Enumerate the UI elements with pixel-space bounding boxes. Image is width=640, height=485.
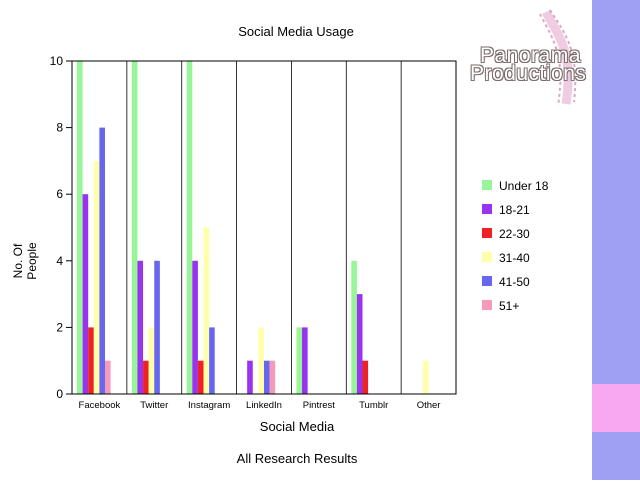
bar bbox=[186, 61, 193, 394]
x-tick-labels: Facebook Twitter Instagram LinkedIn Pintrest… bbox=[79, 400, 441, 411]
bar bbox=[269, 360, 276, 394]
side-bar-middle bbox=[592, 384, 640, 432]
grid-layer bbox=[126, 61, 402, 394]
bar bbox=[82, 194, 89, 394]
x-tick-label: Instagram bbox=[188, 400, 230, 411]
bar bbox=[302, 327, 308, 394]
bar bbox=[88, 327, 94, 394]
legend: Under 18 18-21 22-30 31-40 41-50 51+ bbox=[482, 179, 549, 313]
film-strip-icon bbox=[539, 9, 577, 107]
side-bar-top bbox=[592, 0, 640, 384]
plot-frame bbox=[71, 60, 457, 395]
bar bbox=[93, 160, 100, 394]
legend-swatch bbox=[482, 276, 492, 286]
bar bbox=[263, 360, 270, 394]
bar bbox=[154, 260, 160, 394]
bar bbox=[356, 294, 363, 394]
bar bbox=[422, 360, 429, 394]
legend-label: 31-40 bbox=[499, 251, 530, 265]
x-tick-label: Twitter bbox=[140, 400, 168, 411]
chart-title: Social Media Usage bbox=[238, 24, 354, 39]
x-tick-label: Facebook bbox=[79, 400, 121, 411]
y-tick-label: 10 bbox=[50, 54, 64, 68]
y-tick-label: 2 bbox=[56, 320, 63, 334]
bar bbox=[197, 360, 204, 394]
y-tick-label: 4 bbox=[56, 254, 63, 268]
bar bbox=[143, 360, 149, 394]
bar bbox=[209, 327, 215, 394]
x-tick-label: Other bbox=[417, 400, 441, 411]
x-tick-label: Tumblr bbox=[359, 400, 388, 411]
legend-swatch bbox=[482, 180, 492, 190]
chart-subtitle: All Research Results bbox=[237, 451, 358, 466]
logo-line-2: Productions bbox=[470, 62, 587, 85]
axes-layer bbox=[71, 60, 457, 395]
legend-swatch bbox=[482, 252, 492, 262]
legend-swatch bbox=[482, 204, 492, 214]
bar bbox=[362, 360, 369, 394]
bar bbox=[258, 327, 264, 394]
legend-label: 51+ bbox=[499, 299, 519, 313]
y-tick-labels: 0 2 4 6 8 10 bbox=[50, 54, 72, 401]
legend-label: 18-21 bbox=[499, 203, 530, 217]
legend-label: Under 18 bbox=[499, 179, 549, 193]
x-tick-label: LinkedIn bbox=[246, 400, 282, 411]
logo-line-1: Panorama bbox=[480, 44, 581, 67]
legend-label: 41-50 bbox=[499, 275, 530, 289]
bar bbox=[105, 360, 111, 394]
bar bbox=[296, 327, 303, 394]
legend-swatch bbox=[482, 300, 492, 310]
y-tick-label: 0 bbox=[56, 387, 63, 401]
y-axis-label: No. OfPeople bbox=[11, 242, 39, 280]
x-axis-label: Social Media bbox=[260, 419, 335, 434]
bar bbox=[203, 227, 210, 394]
bar bbox=[137, 260, 144, 394]
y-tick-label: 6 bbox=[56, 187, 63, 201]
bar bbox=[77, 61, 83, 394]
x-tick-label: Pintrest bbox=[303, 400, 336, 411]
bar bbox=[131, 61, 138, 394]
side-bar-bottom bbox=[592, 432, 640, 480]
bar bbox=[247, 360, 253, 394]
y-tick-label: 8 bbox=[56, 121, 63, 135]
bar bbox=[99, 127, 105, 394]
legend-swatch bbox=[482, 228, 492, 238]
slide: Social Media Usage 0 2 4 6 8 10 Facebook Twitt… bbox=[11, 9, 587, 466]
bar bbox=[192, 260, 198, 394]
legend-label: 22-30 bbox=[499, 227, 530, 241]
bar-chart: Social Media Usage 0 2 4 6 8 10 Facebook Twitt… bbox=[11, 24, 549, 466]
bar bbox=[148, 327, 155, 394]
bar bbox=[351, 260, 357, 394]
bars-layer bbox=[77, 61, 429, 394]
